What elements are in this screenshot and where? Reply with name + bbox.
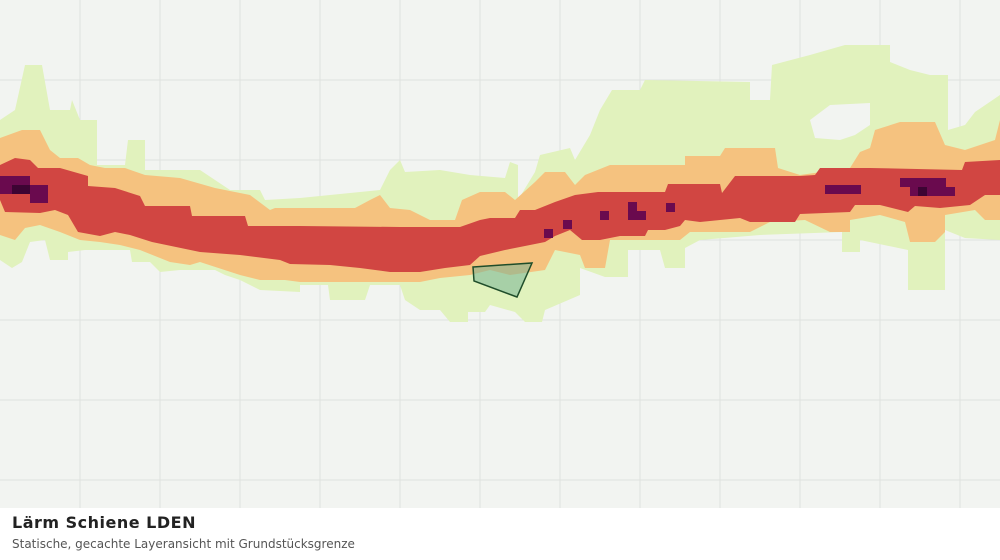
map-subtitle: Statische, gecachte Layeransicht mit Gru…: [12, 537, 355, 551]
parcel-boundary: [472, 262, 534, 298]
noise-zone-extreme: [12, 185, 927, 196]
noise-map: [0, 0, 1000, 508]
noise-zone-high: [0, 158, 1000, 272]
caption: Lärm Schiene LDEN Statische, gecachte La…: [0, 508, 1000, 560]
noise-zone-low: [810, 103, 870, 140]
map-title: Lärm Schiene LDEN: [12, 513, 196, 532]
noise-zone-very-high: [0, 176, 955, 238]
